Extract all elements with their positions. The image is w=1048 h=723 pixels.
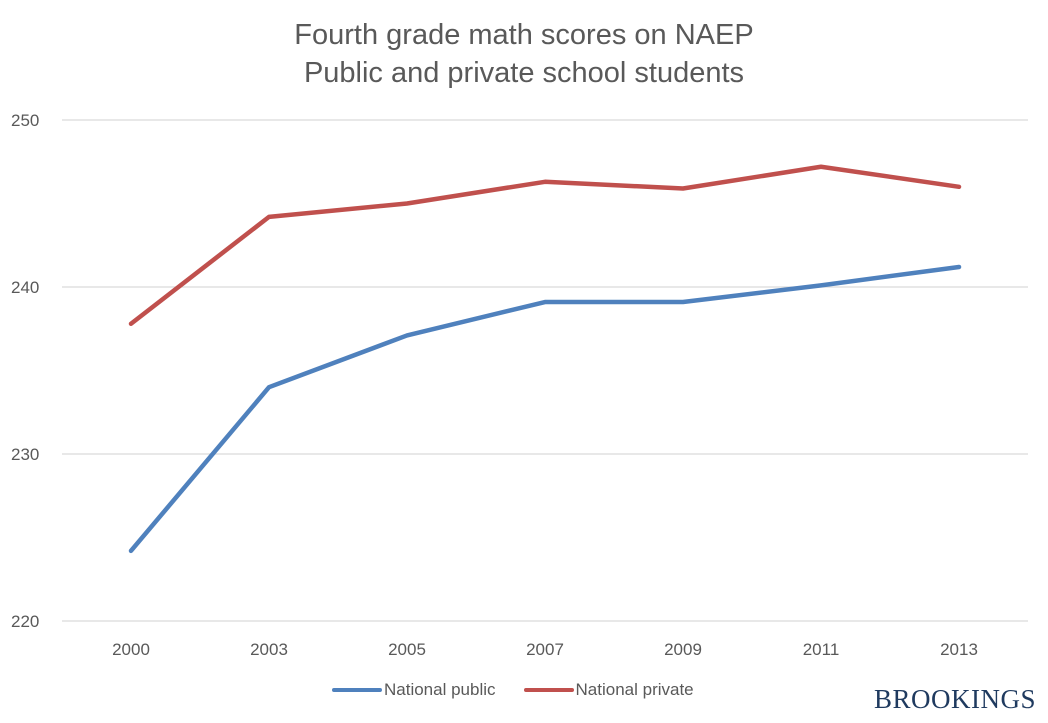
legend-swatch-public	[332, 688, 382, 692]
x-tick-label: 2005	[388, 640, 426, 659]
chart-title-block: Fourth grade math scores on NAEP Public …	[0, 16, 1048, 92]
y-tick-label: 250	[11, 111, 39, 130]
x-tick-label: 2013	[940, 640, 978, 659]
brookings-logo: BROOKINGS	[873, 684, 1036, 714]
x-tick-label: 2009	[664, 640, 702, 659]
y-tick-label: 220	[11, 612, 39, 631]
x-tick-label: 2003	[250, 640, 288, 659]
legend-item-private: National private	[523, 680, 694, 700]
series-line-national-public	[128, 264, 962, 554]
y-tick-label: 230	[11, 445, 39, 464]
x-tick-label: 2011	[803, 640, 840, 659]
legend: National public National private	[332, 680, 722, 700]
x-tick-label: 2000	[112, 640, 150, 659]
chart-title: Fourth grade math scores on NAEP	[294, 19, 754, 51]
legend-swatch-private	[523, 688, 574, 692]
y-tick-label: 240	[11, 278, 39, 297]
legend-label-private: National private	[575, 680, 694, 699]
legend-label-public: National public	[384, 680, 496, 699]
legend-item-public: National public	[332, 680, 496, 700]
chart-subtitle: Public and private school students	[303, 57, 745, 89]
x-tick-label: 2007	[526, 640, 564, 659]
